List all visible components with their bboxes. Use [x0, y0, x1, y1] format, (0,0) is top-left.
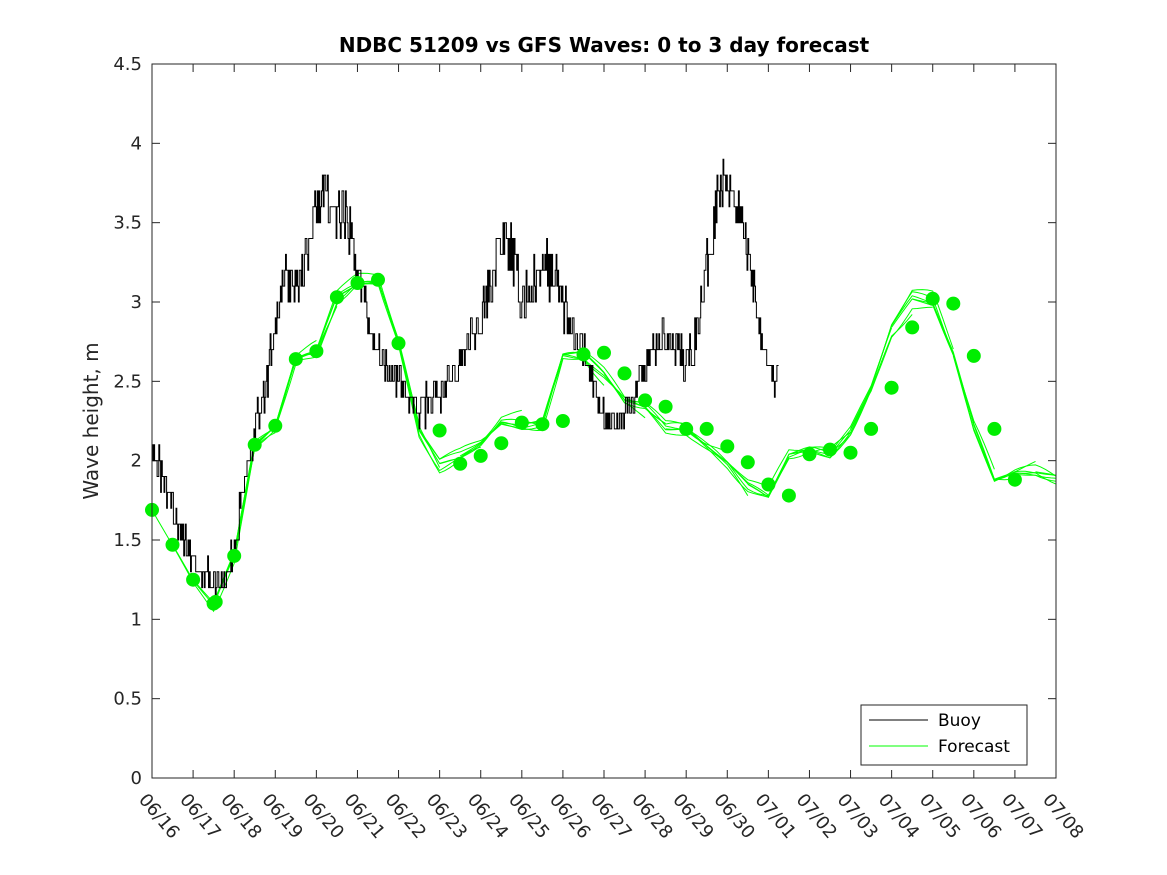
x-tick-label: 06/21: [340, 790, 389, 843]
forecast-marker: [288, 352, 303, 367]
forecast-marker: [740, 455, 755, 470]
forecast-marker: [208, 594, 223, 609]
forecast-marker: [247, 437, 262, 452]
x-tick-label: 06/22: [381, 790, 430, 843]
x-tick-label: 07/01: [751, 790, 800, 843]
forecast-run-line: [644, 406, 769, 497]
forecast-marker: [946, 296, 961, 311]
forecast-run-line: [603, 373, 728, 453]
buoy-series: [152, 158, 779, 604]
x-tick-label: 06/27: [586, 790, 635, 843]
forecast-run-line: [1035, 471, 1057, 476]
y-tick-label: 3: [131, 292, 142, 313]
legend: Buoy Forecast: [860, 704, 1028, 766]
forecast-run-line: [685, 428, 810, 488]
forecast-marker: [843, 445, 858, 460]
x-tick-label: 07/07: [997, 790, 1046, 843]
x-tick-label: 07/06: [956, 790, 1005, 843]
x-tick-label: 06/26: [545, 790, 594, 843]
forecast-marker: [535, 417, 550, 432]
forecast-marker: [658, 399, 673, 414]
forecast-marker: [987, 421, 1002, 436]
x-tick-label: 07/08: [1038, 790, 1087, 843]
forecast-marker: [864, 421, 879, 436]
y-tick-label: 0: [131, 768, 142, 789]
y-tick-label: 4.5: [113, 54, 142, 75]
forecast-marker: [165, 537, 180, 552]
forecast-marker: [309, 344, 324, 359]
forecast-run-line: [994, 473, 1057, 481]
forecast-marker: [720, 439, 735, 454]
forecast-marker: [350, 276, 365, 290]
legend-label-forecast: Forecast: [938, 737, 1010, 757]
x-tick-label: 07/05: [915, 790, 964, 843]
x-tick-label: 06/24: [463, 790, 512, 843]
y-tick-label: 2: [131, 451, 142, 472]
x-tick-label: 06/23: [422, 790, 471, 843]
forecast-marker: [966, 348, 981, 363]
forecast-marker: [679, 421, 694, 436]
forecast-marker: [802, 447, 817, 462]
y-tick-label: 2.5: [113, 371, 142, 392]
forecast-markers: [145, 272, 1022, 611]
x-tick-label: 06/17: [175, 790, 224, 843]
forecast-marker: [371, 272, 385, 287]
forecast-marker: [473, 448, 488, 463]
forecast-marker: [699, 421, 714, 436]
forecast-marker: [823, 442, 837, 457]
x-tick-label: 06/30: [709, 790, 758, 843]
y-tick-label: 3.5: [113, 213, 142, 234]
forecast-marker: [186, 572, 201, 587]
forecast-marker: [905, 320, 920, 335]
forecast-marker: [617, 366, 632, 381]
legend-box: [860, 704, 1028, 766]
forecast-marker: [432, 423, 447, 438]
forecast-marker: [638, 393, 653, 408]
y-tick-label: 4: [131, 133, 142, 154]
x-tick-label: 07/03: [833, 790, 882, 843]
forecast-marker: [227, 548, 242, 563]
forecast-marker: [514, 415, 529, 430]
forecast-marker: [1007, 472, 1022, 487]
forecast-marker: [925, 291, 940, 306]
x-tick-label: 06/16: [134, 790, 183, 843]
x-tick-label: 07/02: [792, 790, 841, 843]
forecast-marker: [884, 380, 899, 395]
forecast-marker: [391, 336, 406, 351]
forecast-marker: [576, 347, 591, 362]
forecast-marker: [597, 345, 611, 360]
x-tick-label: 06/29: [668, 790, 717, 843]
x-tick-label: 06/19: [257, 790, 306, 843]
x-tick-label: 07/04: [874, 790, 923, 843]
forecast-marker: [555, 414, 570, 428]
x-tick-label: 06/28: [627, 790, 676, 843]
y-tick-label: 0.5: [113, 689, 142, 710]
y-tick-label: 1: [131, 609, 142, 630]
forecast-marker: [761, 477, 776, 492]
x-tick-label: 06/18: [216, 790, 265, 843]
x-tick-label: 06/20: [299, 790, 348, 843]
forecast-marker: [453, 456, 468, 471]
y-axis-title: Wave height, m: [79, 342, 103, 499]
y-tick-label: 1.5: [113, 530, 142, 551]
forecast-marker: [268, 418, 283, 433]
forecast-marker: [781, 488, 796, 503]
buoy-line: [152, 158, 779, 604]
chart-title: NDBC 51209 vs GFS Waves: 0 to 3 day fore…: [339, 33, 870, 57]
y-axis: 0 0.5 1 1.5 2 2.5 3 3.5 4 4.5: [113, 54, 1056, 789]
forecast-run-line: [1014, 472, 1057, 476]
x-tick-label: 06/25: [504, 790, 553, 843]
legend-label-buoy: Buoy: [938, 711, 981, 731]
forecast-marker: [329, 290, 344, 305]
plot-frame: [151, 63, 1057, 779]
forecast-marker: [494, 436, 509, 451]
